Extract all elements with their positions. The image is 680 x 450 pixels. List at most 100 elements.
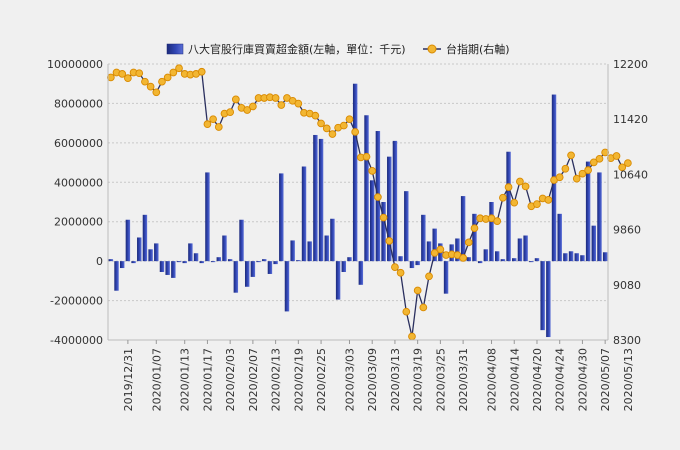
bar bbox=[529, 261, 534, 263]
index-point bbox=[158, 77, 166, 86]
bar bbox=[523, 235, 528, 262]
right-axis-tick-label: 9080 bbox=[613, 279, 641, 292]
bar bbox=[489, 202, 494, 262]
index-point bbox=[135, 69, 144, 78]
bar bbox=[392, 140, 398, 262]
x-axis-tick-label: 2020/04/30 bbox=[576, 348, 589, 411]
bar bbox=[290, 240, 295, 262]
bar bbox=[199, 261, 204, 264]
index-point bbox=[124, 74, 132, 83]
bar bbox=[574, 253, 579, 262]
index-point bbox=[152, 88, 161, 97]
index-point bbox=[413, 286, 422, 295]
bar bbox=[500, 259, 506, 262]
right-axis-tick-label: 10640 bbox=[613, 168, 648, 181]
bar bbox=[432, 228, 437, 262]
index-point bbox=[396, 268, 405, 277]
index-point bbox=[271, 94, 280, 102]
bar bbox=[267, 261, 273, 274]
bar bbox=[398, 256, 403, 262]
index-point bbox=[141, 77, 149, 86]
x-axis-tick-label: 2020/03/25 bbox=[434, 348, 447, 411]
legend-line-marker bbox=[427, 44, 437, 54]
index-point bbox=[499, 193, 507, 202]
index-point bbox=[510, 198, 519, 207]
bar bbox=[364, 115, 369, 262]
bar bbox=[284, 261, 290, 312]
index-point bbox=[402, 307, 411, 316]
x-axis-tick-label: 2020/03/09 bbox=[366, 348, 379, 411]
index-point bbox=[493, 217, 502, 225]
bar bbox=[563, 253, 568, 262]
bar bbox=[335, 261, 341, 300]
index-point bbox=[374, 193, 382, 201]
index-point bbox=[322, 124, 331, 133]
bar bbox=[540, 261, 545, 331]
index-point bbox=[339, 121, 348, 130]
left-axis-tick-label: 2000000 bbox=[54, 216, 103, 229]
index-point bbox=[408, 332, 416, 341]
line-series bbox=[106, 64, 632, 341]
index-point bbox=[521, 182, 530, 191]
bar bbox=[352, 83, 358, 262]
right-axis: 12200 11420 10640 9860 9080 8300 bbox=[607, 58, 648, 347]
index-point bbox=[430, 249, 439, 257]
x-axis-tick-label: 2020/05/07 bbox=[599, 348, 612, 411]
bar bbox=[369, 180, 375, 262]
bar bbox=[114, 261, 119, 291]
bar bbox=[466, 257, 472, 262]
index-point bbox=[345, 115, 354, 124]
right-axis-tick-label: 8300 bbox=[613, 334, 641, 347]
bar bbox=[517, 238, 523, 262]
chart-legend: 八大官股行庫買賣超金額(左軸，單位：千元) 台指期(右軸) bbox=[166, 42, 510, 56]
index-point bbox=[470, 224, 479, 233]
bar bbox=[250, 261, 256, 277]
bar bbox=[233, 261, 239, 293]
bar bbox=[171, 261, 176, 278]
bar bbox=[409, 261, 415, 269]
index-point bbox=[368, 167, 377, 175]
bar bbox=[205, 172, 210, 262]
x-axis-tick-label: 2020/02/07 bbox=[247, 348, 260, 411]
bar bbox=[330, 218, 335, 262]
bar bbox=[347, 257, 352, 262]
x-axis-tick-label: 2020/03/13 bbox=[389, 348, 402, 411]
bar bbox=[324, 235, 329, 262]
bar-series bbox=[108, 83, 608, 338]
bar bbox=[597, 172, 602, 262]
left-axis: 10000000 8000000 6000000 4000000 2000000 0 -20… bbox=[47, 58, 109, 347]
bar bbox=[142, 214, 148, 262]
gridlines bbox=[108, 63, 608, 341]
right-axis-tick-label: 11420 bbox=[613, 113, 648, 126]
bar bbox=[591, 225, 597, 262]
bar bbox=[443, 261, 449, 294]
bar bbox=[358, 261, 364, 285]
bar bbox=[557, 213, 562, 262]
bar bbox=[176, 261, 182, 263]
index-point bbox=[419, 303, 428, 312]
index-point bbox=[209, 115, 217, 124]
x-axis-tick-label: 2020/02/03 bbox=[224, 348, 237, 411]
x-axis-tick-label: 2020/02/25 bbox=[315, 348, 328, 411]
index-point bbox=[391, 263, 399, 271]
bar bbox=[301, 166, 307, 262]
bar bbox=[165, 261, 170, 275]
index-point bbox=[516, 177, 524, 186]
bar bbox=[387, 156, 392, 262]
bar bbox=[188, 243, 193, 262]
index-point bbox=[106, 73, 115, 82]
index-point bbox=[595, 154, 604, 163]
bar bbox=[227, 259, 233, 262]
index-point bbox=[459, 254, 467, 262]
index-point bbox=[362, 152, 371, 161]
x-axis-tick-label: 2020/04/24 bbox=[554, 348, 567, 411]
index-point bbox=[555, 173, 564, 182]
index-point bbox=[567, 151, 575, 160]
index-point bbox=[328, 130, 337, 138]
right-axis-tick-label: 9860 bbox=[613, 224, 641, 237]
left-axis-tick-label: -4000000 bbox=[50, 334, 103, 347]
x-axis-tick-label: 2020/03/19 bbox=[412, 348, 425, 411]
bar bbox=[137, 237, 142, 262]
bar bbox=[279, 173, 284, 262]
left-axis-tick-label: 8000000 bbox=[54, 97, 103, 110]
